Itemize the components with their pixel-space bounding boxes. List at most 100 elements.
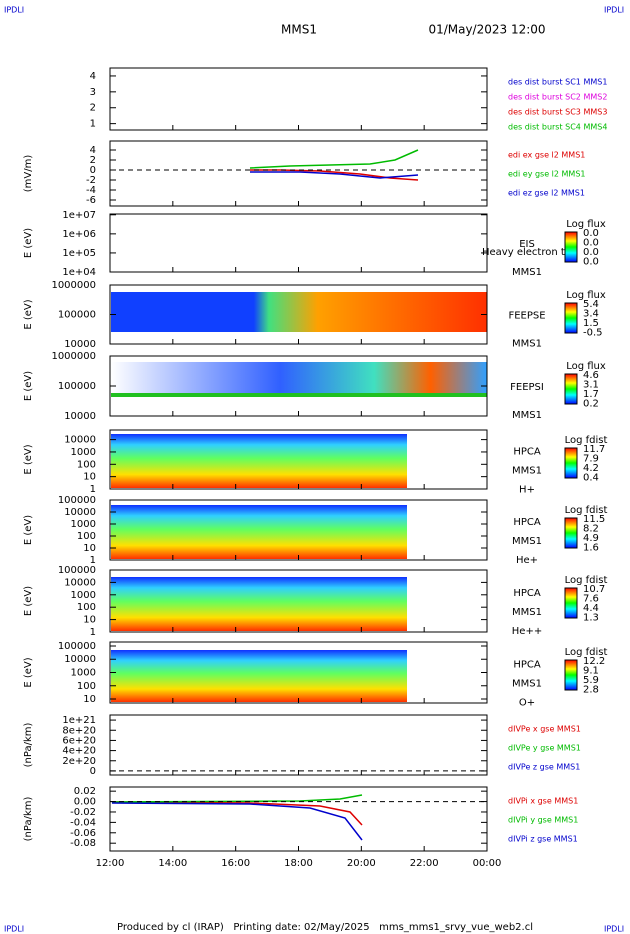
y-tick-label: 1 [90, 484, 96, 495]
y-tick-label: 100000 [58, 641, 96, 652]
trace [249, 149, 419, 169]
panel-label: He++ [512, 626, 542, 637]
spectrogram [111, 650, 407, 702]
y-tick-label: -0.06 [70, 828, 96, 839]
y-tick-label: 1 [90, 119, 96, 130]
panel-label: MMS1 [512, 410, 542, 421]
colorbar-title: Log fdist [565, 435, 608, 446]
colorbar-tick-label: 8.2 [583, 524, 599, 535]
y-axis-label: E (eV) [23, 299, 34, 329]
panel-label: MMS1 [512, 267, 542, 278]
y-axis-label: E (eV) [23, 586, 34, 616]
y-tick-label: 100000 [58, 495, 96, 506]
y-tick-label: 4 [90, 145, 96, 156]
spectrogram [111, 577, 407, 631]
y-tick-label: 0 [90, 766, 96, 777]
traces [111, 149, 419, 841]
y-tick-label: 100 [77, 459, 96, 470]
spectrogram [111, 362, 487, 396]
corner-mark: IPDLI [4, 6, 24, 15]
y-tick-label: 10000 [64, 435, 96, 446]
colorbar-tick-label: 4.9 [583, 533, 599, 544]
trace [111, 802, 363, 841]
spectrogram [111, 292, 487, 332]
colorbar-tick-label: -0.5 [583, 328, 603, 339]
panel-note: Heavy electron tof [482, 247, 575, 258]
colorbar-tick-label: 1.6 [583, 543, 599, 554]
y-tick-label: 1 [90, 627, 96, 638]
colorbar-tick-label: 0.2 [583, 399, 599, 410]
legend-entry: edi ex gse l2 MMS1 [508, 151, 585, 160]
panel-label: MMS1 [512, 466, 542, 477]
y-tick-label: -0.04 [70, 817, 96, 828]
colorbar-tick-label: 7.6 [583, 594, 599, 605]
y-tick-label: 10000 [64, 577, 96, 588]
colorbar-title: Log flux [566, 290, 606, 301]
panel-label: MMS1 [512, 679, 542, 690]
colorbar-title: Log fdist [565, 575, 608, 586]
y-tick-label: -4 [86, 185, 96, 196]
colorbar-tick-label: 3.1 [583, 380, 599, 391]
panel-label: FEEPSE [508, 311, 545, 322]
y-axis-label: E (eV) [23, 444, 34, 474]
y-tick-label: 4 [90, 71, 96, 82]
y-tick-label: 0 [90, 165, 96, 176]
colorbar [564, 447, 578, 479]
y-tick-label: -6 [86, 195, 96, 206]
y-tick-label: 4e+20 [62, 746, 96, 757]
colorbar [564, 231, 578, 263]
y-tick-label: 100 [77, 602, 96, 613]
date: 01/May/2023 12:00 [428, 23, 545, 37]
legend-entry: edi ey gse l2 MMS1 [508, 170, 586, 179]
trace [111, 794, 363, 803]
panel-label: HPCA [513, 660, 541, 671]
y-tick-label: 0.02 [74, 786, 96, 797]
y-axis-label: (nPa/km) [23, 723, 34, 768]
panel-label: MMS1 [512, 536, 542, 547]
y-tick-label: 1000 [71, 590, 96, 601]
colorbar-title: Log fdist [565, 505, 608, 516]
panel-label: H+ [519, 485, 535, 496]
colorbar-tick-label: 5.9 [583, 675, 599, 686]
x-tick-label: 16:00 [221, 858, 250, 869]
colorbar-tick-label: 10.7 [583, 584, 605, 595]
y-axis-label: E (eV) [23, 515, 34, 545]
y-tick-label: 1000 [71, 519, 96, 530]
panel-label: O+ [519, 698, 535, 709]
y-tick-label: 1e+21 [62, 715, 96, 726]
y-tick-label: 8e+20 [62, 725, 96, 736]
y-tick-label: 2e+20 [62, 756, 96, 767]
y-tick-label: 0.00 [74, 797, 96, 808]
x-tick-label: 18:00 [284, 858, 313, 869]
corner-mark: IPDLI [4, 925, 24, 934]
y-tick-label: 1e+04 [62, 267, 96, 278]
trace [250, 171, 419, 179]
colorbar-tick-label: 5.4 [583, 299, 599, 310]
y-tick-label: 100000 [58, 381, 96, 392]
y-tick-label: 3 [90, 87, 96, 98]
y-tick-label: 100000 [58, 565, 96, 576]
colorbar-tick-label: 1.5 [583, 318, 599, 329]
colorbar-tick-label: 0.0 [583, 228, 599, 239]
y-tick-label: 10000 [64, 339, 96, 350]
y-tick-label: 1 [90, 555, 96, 566]
y-tick-label: 100000 [58, 310, 96, 321]
y-axis-label: E (eV) [23, 228, 34, 258]
panel-label: FEEPSI [510, 382, 544, 393]
x-tick-label: 14:00 [158, 858, 187, 869]
y-axis-label: (mV/m) [23, 155, 34, 193]
y-tick-label: 10 [83, 472, 96, 483]
legend-entry: des dist burst SC4 MMS4 [508, 123, 607, 132]
legend-entry: dIVPi x gse MMS1 [508, 797, 578, 806]
legend-entry: des dist burst SC1 MMS1 [508, 78, 607, 87]
colorbar-tick-label: 4.6 [583, 370, 599, 381]
colorbar [564, 659, 578, 691]
colorbar-title: Log fdist [565, 647, 608, 658]
legend-entry: des dist burst SC2 MMS2 [508, 93, 607, 102]
panel-label: HPCA [513, 588, 541, 599]
y-tick-label: 10000 [64, 507, 96, 518]
panel-label: HPCA [513, 447, 541, 458]
legend-entry: dIVPe z gse MMS1 [508, 763, 580, 772]
trace [111, 801, 363, 826]
